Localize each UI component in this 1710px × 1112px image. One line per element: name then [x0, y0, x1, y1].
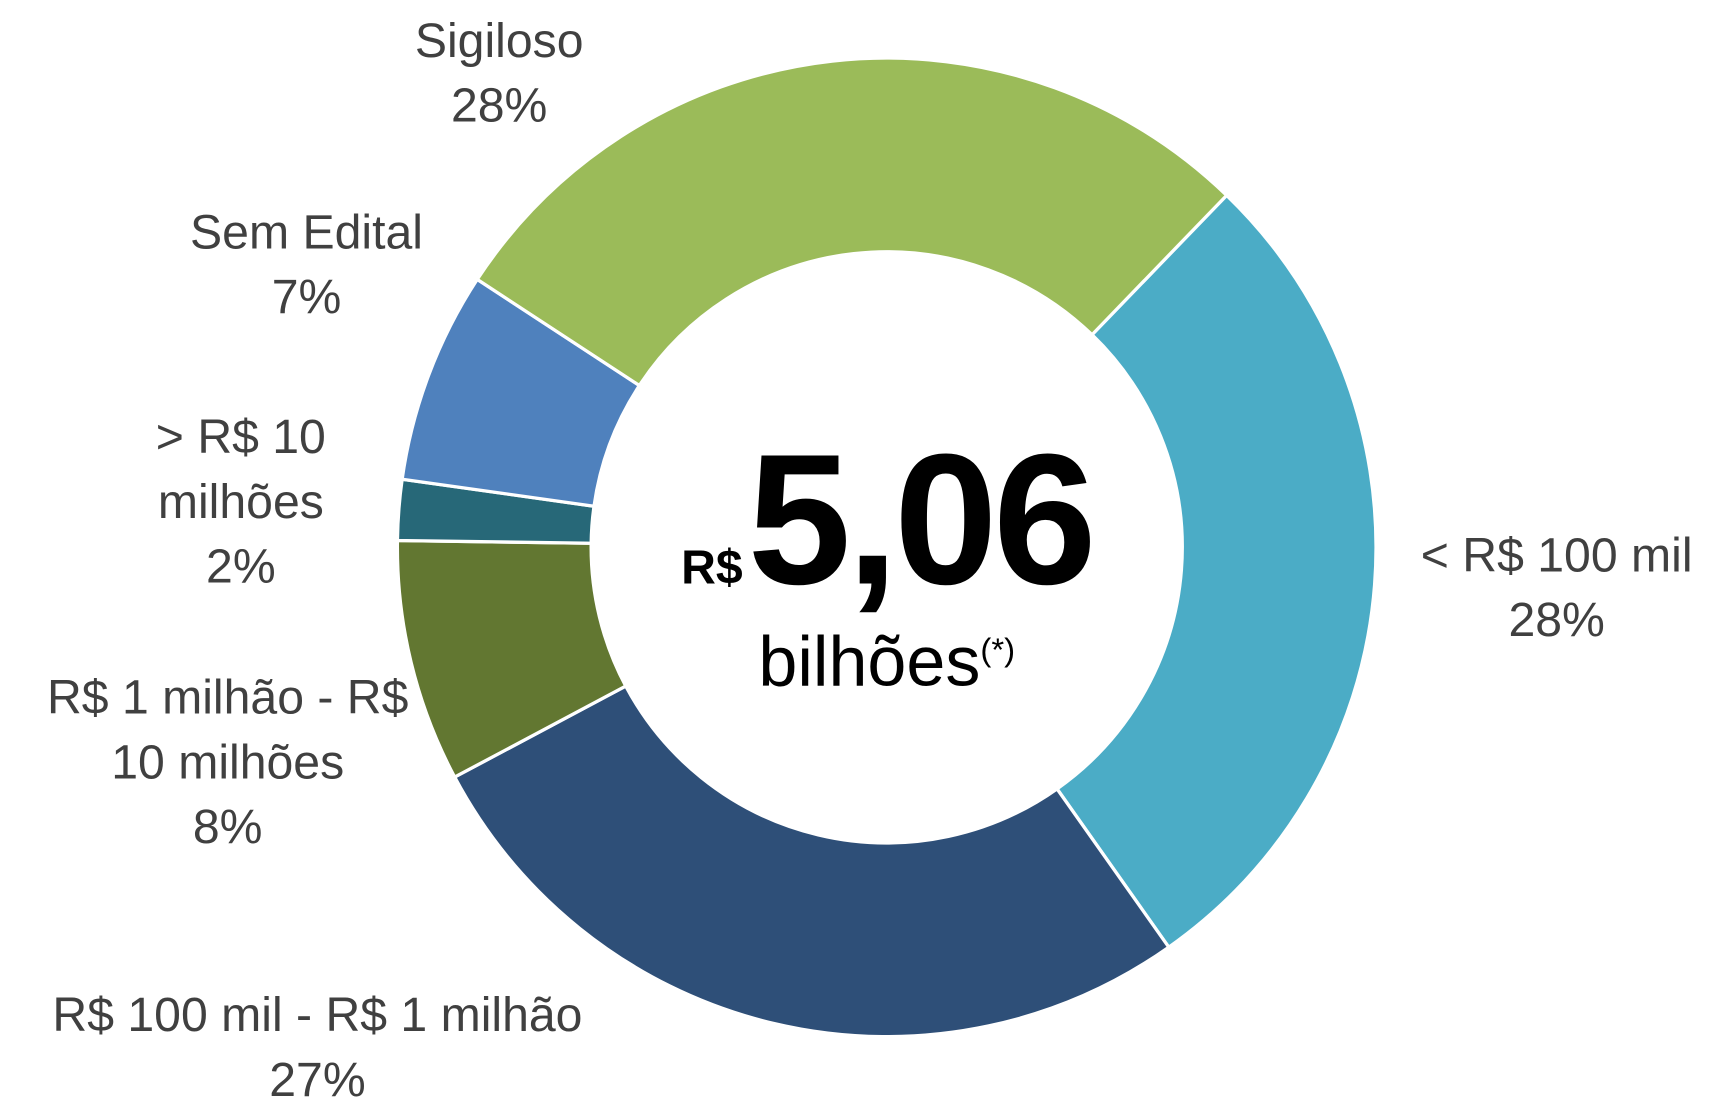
value-label: 28%: [1508, 593, 1605, 647]
donut-slice: [1054, 193, 1378, 950]
slice-label: R$ 100 mil - R$ 1 milhão 27%: [0, 983, 646, 1112]
center-value: 5,06: [747, 415, 1097, 624]
category-label: Sigiloso: [414, 14, 584, 68]
value-label: 7%: [271, 270, 342, 325]
category-label: < R$ 100 mil: [1420, 528, 1693, 583]
slice-label: > R$ 10 milhões 2%: [131, 405, 350, 599]
value-label: 8%: [192, 800, 263, 854]
slice-label: R$ 1 milhão - R$ 10 milhões 8%: [42, 666, 414, 860]
value-label: 2%: [206, 539, 276, 594]
value-label: 28%: [450, 78, 548, 133]
slice-label: Sem Edital 7%: [142, 200, 470, 329]
slice-label: < R$ 100 mil 28%: [1392, 523, 1710, 652]
category-label: R$ 1 milhão - R$ 10 milhões: [46, 671, 409, 790]
value-label: 27%: [269, 1053, 366, 1107]
category-label: > R$ 10 milhões: [155, 410, 326, 529]
category-label: Sem Edital: [190, 205, 423, 260]
donut-slice: [452, 683, 1172, 1039]
center-total: R$ 5,06 bilhões(*): [681, 427, 1097, 701]
center-note: (*): [980, 632, 1016, 669]
category-label: R$ 100 mil - R$ 1 milhão: [52, 988, 583, 1043]
donut-slice: [474, 56, 1229, 388]
center-prefix: R$: [681, 540, 743, 595]
center-unit: bilhões: [758, 622, 981, 701]
slice-label: Sigiloso 28%: [335, 9, 663, 138]
